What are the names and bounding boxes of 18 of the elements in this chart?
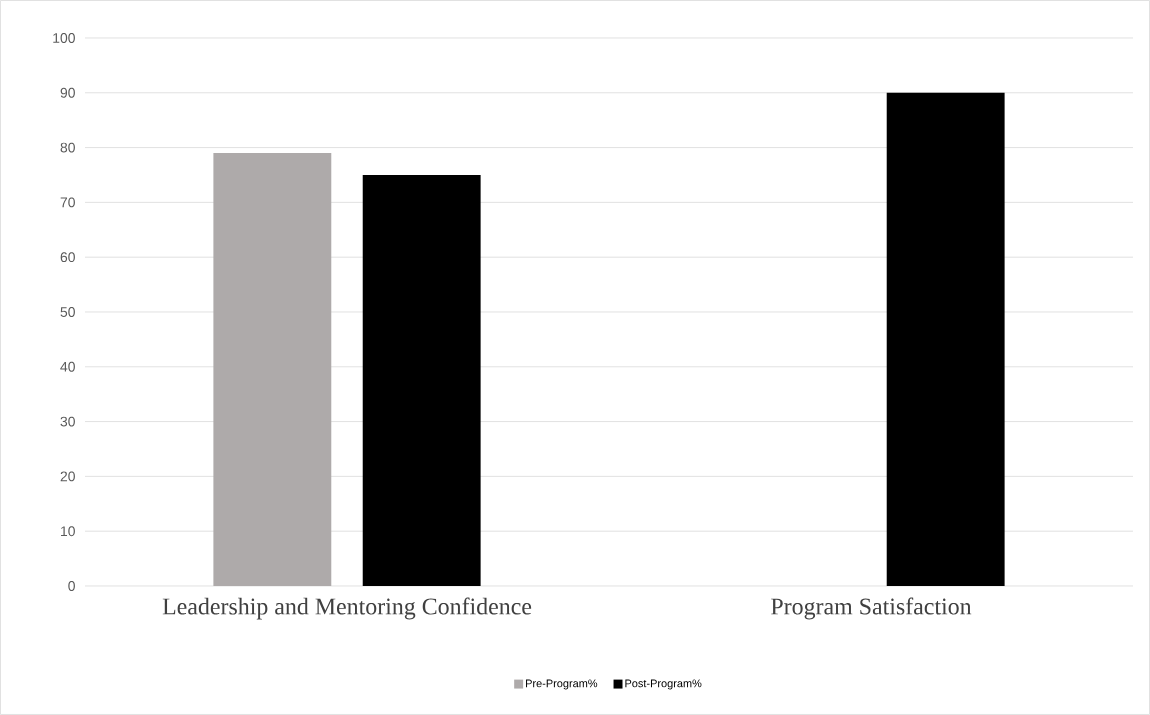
- bar: [362, 174, 481, 586]
- bar: [886, 92, 1005, 586]
- y-tick-label: 60: [60, 252, 75, 263]
- y-tick-label: 40: [60, 361, 75, 372]
- x-tick-label: Leadership and Mentoring Confidence: [162, 597, 532, 620]
- y-tick-label: 90: [60, 87, 75, 98]
- y-tick-label: 0: [68, 581, 75, 591]
- y-tick-label: 70: [60, 197, 75, 208]
- bar: [213, 153, 332, 586]
- y-tick-label: 20: [60, 471, 75, 482]
- y-tick-label: 80: [60, 142, 75, 153]
- y-tick-label: 50: [60, 307, 75, 317]
- x-tick-label: Program Satisfaction: [771, 597, 972, 620]
- y-tick-label: 10: [61, 526, 75, 537]
- y-tick-label: 30: [60, 416, 75, 427]
- y-tick-label: 100: [53, 33, 75, 43]
- legend-label: Pre-Program%: [526, 679, 598, 690]
- legend-label: Post-Program%: [625, 679, 702, 690]
